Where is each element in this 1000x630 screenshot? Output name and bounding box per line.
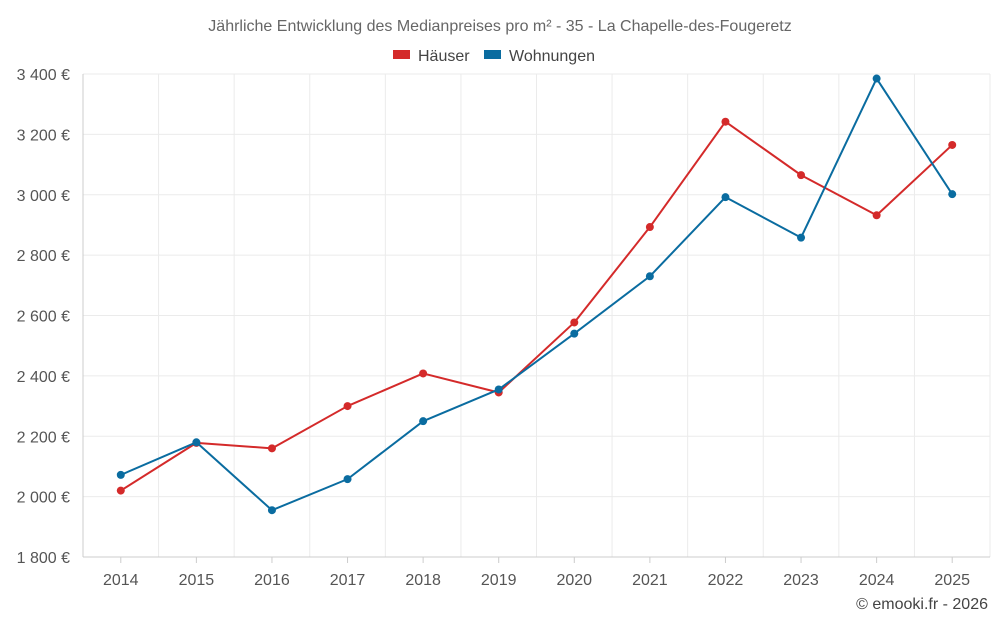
data-point-haeuser[interactable] [267, 444, 276, 453]
y-tick-label: 2 600 € [17, 309, 70, 326]
legend-item-haeuser[interactable]: Häuser [393, 48, 470, 65]
x-tick-label: 2016 [254, 572, 290, 589]
credit-text: © emooki.fr - 2026 [856, 596, 988, 613]
y-tick-label: 3 200 € [17, 127, 70, 144]
chart-title: Jährliche Entwicklung des Medianpreises … [208, 18, 791, 35]
y-tick-label: 2 400 € [17, 369, 70, 386]
data-point-wohnungen[interactable] [419, 417, 428, 426]
x-tick-label: 2021 [632, 572, 668, 589]
legend-label-wohnungen: Wohnungen [509, 48, 595, 65]
data-point-wohnungen[interactable] [267, 506, 276, 515]
x-tick-label: 2022 [708, 572, 744, 589]
data-point-haeuser[interactable] [419, 369, 428, 378]
y-tick-label: 3 000 € [17, 188, 70, 205]
data-point-wohnungen[interactable] [116, 470, 125, 479]
series [116, 74, 957, 515]
data-point-haeuser[interactable] [797, 171, 806, 180]
y-tick-label: 2 000 € [17, 490, 70, 507]
data-point-wohnungen[interactable] [494, 385, 503, 394]
data-point-haeuser[interactable] [645, 223, 654, 232]
x-tick-label: 2025 [934, 572, 970, 589]
data-point-haeuser[interactable] [343, 402, 352, 411]
x-tick-label: 2014 [103, 572, 139, 589]
legend-item-wohnungen[interactable]: Wohnungen [484, 48, 595, 65]
legend-swatch-haeuser [393, 50, 410, 59]
data-point-haeuser[interactable] [721, 117, 730, 126]
x-tick-label: 2020 [556, 572, 592, 589]
series-line-wohnungen [120, 77, 954, 512]
x-tick-label: 2019 [481, 572, 517, 589]
x-tick-label: 2023 [783, 572, 819, 589]
data-point-haeuser[interactable] [872, 211, 881, 220]
data-point-wohnungen[interactable] [192, 438, 201, 447]
series-line-haeuser [120, 120, 953, 492]
legend-swatch-wohnungen [484, 50, 501, 59]
data-point-haeuser[interactable] [948, 140, 957, 149]
data-point-wohnungen[interactable] [948, 190, 957, 199]
data-point-haeuser[interactable] [570, 318, 579, 327]
y-tick-label: 3 400 € [17, 67, 70, 84]
data-point-wohnungen[interactable] [343, 475, 352, 484]
y-tick-label: 2 200 € [17, 429, 70, 446]
grid [83, 73, 991, 557]
data-point-haeuser[interactable] [116, 486, 125, 495]
legend: Häuser Wohnungen [393, 48, 595, 65]
y-tick-label: 1 800 € [17, 550, 70, 567]
y-tick-label: 2 800 € [17, 248, 70, 265]
x-tick-label: 2018 [405, 572, 441, 589]
data-point-wohnungen[interactable] [721, 193, 730, 202]
data-point-wohnungen[interactable] [570, 329, 579, 338]
data-point-wohnungen[interactable] [797, 233, 806, 242]
x-tick-label: 2015 [179, 572, 215, 589]
axes: 1 800 € 2 000 € 2 200 € 2 400 € 2 600 € 2 800… [17, 67, 990, 589]
x-tick-label: 2024 [859, 572, 895, 589]
legend-label-haeuser: Häuser [418, 48, 470, 65]
data-point-wohnungen[interactable] [872, 74, 881, 83]
data-point-wohnungen[interactable] [645, 272, 654, 281]
x-tick-label: 2017 [330, 572, 366, 589]
